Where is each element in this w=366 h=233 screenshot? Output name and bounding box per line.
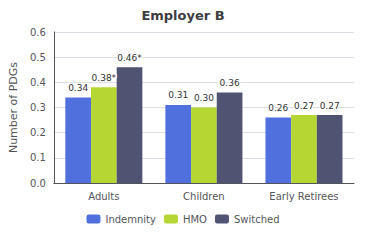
- svg-text:0.38*: 0.38*: [92, 73, 117, 83]
- svg-text:Employer B: Employer B: [141, 8, 224, 23]
- svg-text:0.27: 0.27: [294, 101, 314, 111]
- svg-text:Number of PDGs: Number of PDGs: [7, 62, 20, 153]
- svg-text:0.1: 0.1: [30, 152, 46, 163]
- svg-text:Early Retirees: Early Retirees: [269, 191, 338, 202]
- svg-text:0.46*: 0.46*: [117, 53, 142, 63]
- svg-text:0.31: 0.31: [168, 90, 188, 100]
- svg-text:Adults: Adults: [88, 191, 119, 202]
- svg-text:0.26: 0.26: [268, 103, 288, 113]
- svg-text:0.3: 0.3: [30, 102, 46, 113]
- svg-text:Switched: Switched: [234, 214, 280, 225]
- svg-text:0.30: 0.30: [194, 93, 214, 103]
- svg-text:0.27: 0.27: [320, 101, 340, 111]
- svg-text:Children: Children: [183, 191, 225, 202]
- svg-text:0.4: 0.4: [30, 77, 46, 88]
- svg-text:0.36: 0.36: [220, 78, 240, 88]
- svg-text:0.34: 0.34: [68, 83, 88, 93]
- svg-text:Indemnity: Indemnity: [105, 214, 156, 225]
- svg-text:0.5: 0.5: [30, 52, 46, 63]
- svg-text:0.0: 0.0: [30, 178, 46, 189]
- svg-text:0.6: 0.6: [30, 27, 46, 38]
- svg-text:HMO: HMO: [183, 214, 207, 225]
- svg-text:0.2: 0.2: [30, 127, 46, 138]
